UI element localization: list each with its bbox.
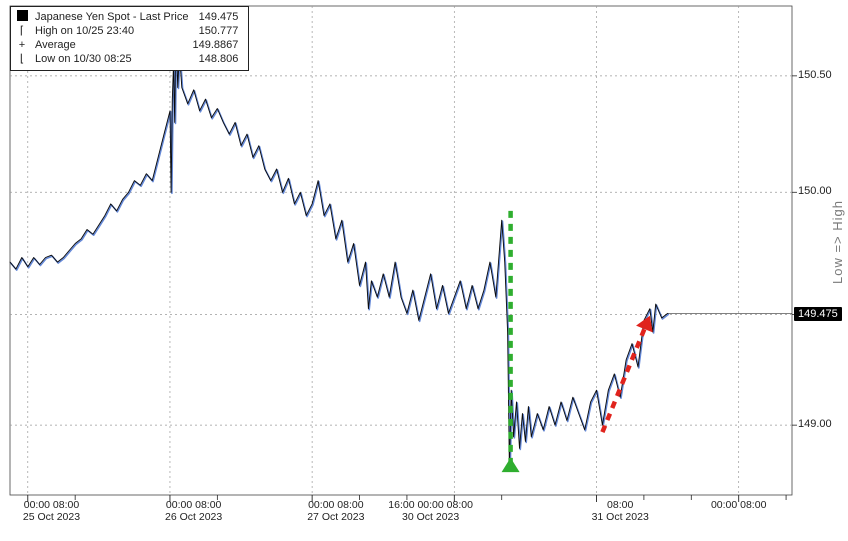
legend-value: 149.475 — [193, 10, 243, 24]
x-tick-label: 00:00 08:00 — [669, 499, 809, 511]
legend-value: 149.8867 — [193, 38, 243, 52]
chart-container: Japanese Yen Spot - Last Price149.475⌈Hi… — [0, 0, 848, 541]
legend-value: 148.806 — [193, 52, 243, 66]
legend-label: High on 10/25 23:40 — [35, 24, 193, 38]
x-tick-label: 00:00 08:0026 Oct 2023 — [124, 499, 264, 523]
y-tick-label: 150.50 — [798, 69, 844, 81]
legend-box: Japanese Yen Spot - Last Price149.475⌈Hi… — [10, 6, 249, 71]
legend-label: Low on 10/30 08:25 — [35, 52, 193, 66]
legend-value: 150.777 — [193, 24, 243, 38]
legend-row: ⌈High on 10/25 23:40150.777 — [17, 24, 242, 38]
y-tick-label: 149.00 — [798, 418, 844, 430]
y-tick-label: 150.00 — [798, 185, 844, 197]
legend-label: Japanese Yen Spot - Last Price — [35, 10, 193, 24]
chart-svg — [0, 0, 848, 541]
legend-row: Japanese Yen Spot - Last Price149.475 — [17, 10, 242, 24]
price-flag: 149.475 — [794, 307, 842, 321]
y-axis-note: Low => High — [830, 200, 846, 284]
legend-label: Average — [35, 38, 193, 52]
legend-row: +Average149.8867 — [17, 38, 242, 52]
x-tick-label: 00:00 08:0025 Oct 2023 — [0, 499, 121, 523]
x-tick-label: 16:00 00:00 08:0030 Oct 2023 — [361, 499, 501, 523]
legend-row: ⌊Low on 10/30 08:25148.806 — [17, 52, 242, 66]
